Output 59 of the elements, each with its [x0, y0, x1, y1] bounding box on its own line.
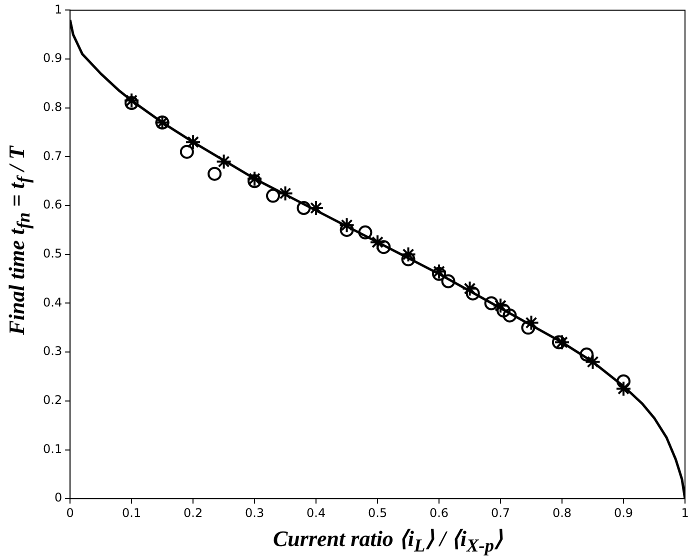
point	[432, 266, 446, 281]
point	[552, 335, 566, 350]
y-tick-label: 0.2	[42, 393, 62, 408]
point	[441, 274, 456, 288]
point	[124, 92, 140, 109]
point	[496, 304, 511, 318]
point	[180, 144, 194, 159]
x-tick-label: 0.4	[306, 506, 326, 520]
point	[484, 296, 498, 310]
y-tick-label: 0	[54, 490, 62, 505]
point	[124, 96, 139, 110]
point	[266, 188, 280, 203]
point	[376, 240, 391, 254]
y-tick-label: 0.6	[42, 198, 62, 212]
point	[185, 134, 202, 150]
point	[462, 280, 478, 297]
y-tick-label: 1	[54, 2, 62, 16]
x-tick-label: 0.2	[184, 506, 203, 520]
x-tick-label: 0.5	[368, 506, 388, 520]
point	[616, 374, 631, 388]
y-tick-label: 0.1	[42, 442, 62, 456]
point	[296, 201, 311, 215]
point	[277, 185, 294, 202]
point	[401, 252, 416, 266]
y-tick-label: 0.3	[42, 344, 62, 358]
x-tick-label: 0.3	[245, 506, 264, 520]
point	[502, 308, 517, 322]
point	[466, 286, 480, 300]
x-tick-label: 1	[681, 506, 689, 520]
x-tick-label: 0.7	[490, 506, 510, 520]
y-tick-label: 0.7	[42, 148, 62, 163]
point	[358, 225, 372, 240]
point	[584, 354, 601, 370]
point	[340, 222, 354, 237]
x-axis-title: Current ratio ⟨i$_{L}$⟩ / ⟨i$_{X-p}$⟩	[273, 526, 503, 556]
point	[554, 334, 570, 350]
x-tick-label: 0.6	[429, 506, 449, 520]
point	[616, 380, 632, 397]
x-tick-label: 0	[66, 506, 74, 520]
point	[400, 246, 416, 262]
x-tick-label: 0.8	[552, 506, 572, 520]
point	[208, 166, 222, 181]
y-tick-label: 0.4	[42, 295, 62, 310]
point	[492, 298, 509, 314]
point	[248, 174, 262, 188]
point	[521, 320, 536, 335]
point	[246, 170, 263, 187]
point	[308, 200, 324, 216]
y-tick-label: 0.9	[42, 51, 62, 66]
y-tick-label: 0.8	[42, 100, 62, 114]
point	[370, 234, 386, 250]
point	[216, 154, 232, 170]
point	[523, 314, 540, 331]
y-tick-label: 0.5	[42, 246, 62, 261]
point	[338, 217, 355, 234]
x-tick-label: 0.9	[614, 506, 634, 520]
point	[580, 348, 594, 362]
point	[431, 263, 448, 280]
x-tick-label: 0.1	[122, 506, 142, 520]
